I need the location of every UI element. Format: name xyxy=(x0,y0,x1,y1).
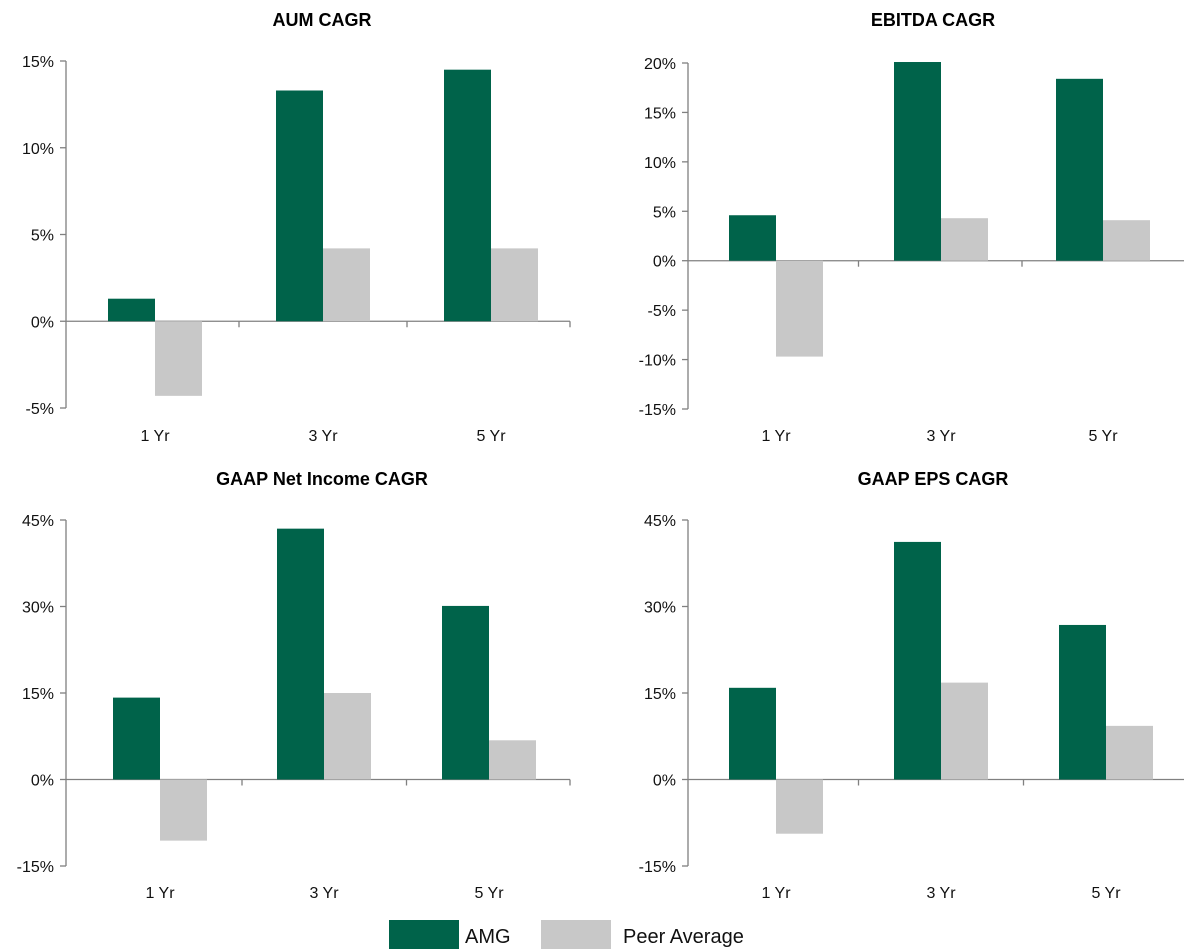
bar-amg xyxy=(276,90,323,322)
chart-panel: AUM CAGR -5% 0% 5% 10% 15% 1 Yr 3 Yr 5 Yr xyxy=(22,10,571,445)
bar-amg xyxy=(729,215,776,261)
y-tick-label: -5% xyxy=(648,303,676,320)
y-tick-label: 5% xyxy=(653,204,676,221)
bar-amg xyxy=(894,541,941,780)
y-tick-label: -10% xyxy=(639,353,676,370)
chart-title: GAAP EPS CAGR xyxy=(858,469,1009,489)
bar-amg xyxy=(108,298,155,322)
y-tick-label: -5% xyxy=(26,401,54,418)
bar-amg xyxy=(729,687,776,780)
y-tick-label: 0% xyxy=(31,773,54,790)
chart-title: GAAP Net Income CAGR xyxy=(216,469,428,489)
y-tick-label: 0% xyxy=(653,773,676,790)
y-tick-label: 10% xyxy=(644,155,676,172)
legend-swatch-amg xyxy=(389,920,459,949)
x-tick-label: 5 Yr xyxy=(1091,885,1121,902)
y-tick-label: 5% xyxy=(31,228,54,245)
chart-panel: GAAP EPS CAGR -15% 0% 15% 30% 45% 1 Yr 3 Yr 5 Yr xyxy=(639,469,1184,902)
y-tick-label: 15% xyxy=(22,54,54,71)
bar-amg xyxy=(894,62,941,261)
bar-peer-average xyxy=(776,260,823,357)
bar-amg xyxy=(444,69,491,322)
legend-label-peer-average: Peer Average xyxy=(623,926,744,948)
legend-label-amg: AMG xyxy=(465,926,511,948)
bar-peer-average xyxy=(491,248,538,322)
x-tick-label: 5 Yr xyxy=(1088,428,1118,445)
chart-panel: GAAP Net Income CAGR -15% 0% 15% 30% 45% 1 Yr 3… xyxy=(17,469,571,902)
x-tick-label: 5 Yr xyxy=(474,885,504,902)
y-tick-label: 30% xyxy=(22,600,54,617)
chart-panel: EBITDA CAGR -15% -10% -5% 0% 5% 10% 15% 20% 1 Yr 3… xyxy=(639,10,1184,445)
y-tick-label: 10% xyxy=(22,141,54,158)
bar-amg xyxy=(113,697,160,780)
bar-peer-average xyxy=(776,779,823,834)
x-tick-label: 1 Yr xyxy=(140,428,170,445)
bar-peer-average xyxy=(941,218,988,261)
bar-amg xyxy=(442,605,489,780)
y-tick-label: 0% xyxy=(31,314,54,331)
bar-amg xyxy=(277,528,324,780)
bar-amg xyxy=(1059,624,1106,780)
charts-layer: AUM CAGR-5%0%5%10%15%1 Yr 3 Yr 5 YrEBITDA … xyxy=(17,10,1184,902)
x-tick-label: 3 Yr xyxy=(926,885,956,902)
legend-swatch-peer-average xyxy=(541,920,611,949)
bar-peer-average xyxy=(1106,725,1153,780)
y-tick-label: 15% xyxy=(22,686,54,703)
x-tick-label: 1 Yr xyxy=(145,885,175,902)
x-tick-label: 3 Yr xyxy=(309,885,339,902)
y-tick-label: -15% xyxy=(639,402,676,419)
x-tick-label: 1 Yr xyxy=(761,885,791,902)
bar-peer-average xyxy=(489,740,536,780)
y-tick-label: 0% xyxy=(653,254,676,271)
y-tick-label: 45% xyxy=(22,513,54,530)
chart-title: AUM CAGR xyxy=(273,10,372,30)
legend: AMG Peer Average xyxy=(389,920,744,949)
bar-peer-average xyxy=(941,682,988,780)
x-tick-label: 3 Yr xyxy=(926,428,956,445)
y-tick-label: 15% xyxy=(644,105,676,122)
x-tick-label: 1 Yr xyxy=(761,428,791,445)
x-tick-label: 3 Yr xyxy=(308,428,338,445)
bar-peer-average xyxy=(160,779,207,841)
bar-amg xyxy=(1056,78,1103,261)
y-tick-label: 20% xyxy=(644,56,676,73)
y-tick-label: -15% xyxy=(17,859,54,876)
bar-peer-average xyxy=(323,248,370,322)
bar-peer-average xyxy=(324,693,371,780)
x-tick-label: 5 Yr xyxy=(476,428,506,445)
y-tick-label: 15% xyxy=(644,686,676,703)
y-tick-label: 30% xyxy=(644,600,676,617)
y-tick-label: 45% xyxy=(644,513,676,530)
bar-peer-average xyxy=(155,321,202,396)
bar-peer-average xyxy=(1103,220,1150,261)
y-tick-label: -15% xyxy=(639,859,676,876)
chart-title: EBITDA CAGR xyxy=(871,10,995,30)
